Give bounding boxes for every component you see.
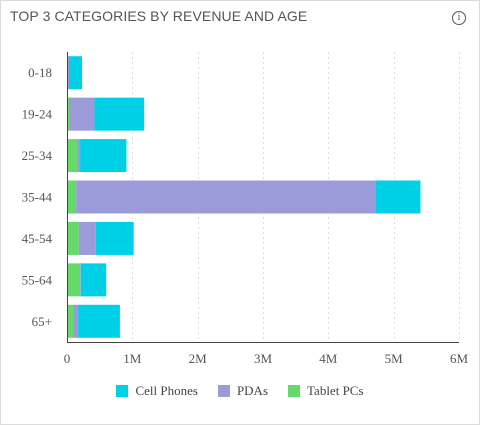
- y-tick-label: 0-18: [28, 65, 52, 80]
- bar-pdas[interactable]: [80, 263, 81, 297]
- legend-swatch-cell-phones: [116, 385, 129, 397]
- y-tick-label: 45-54: [22, 231, 53, 246]
- legend-item-cell-phones[interactable]: Cell Phones: [116, 383, 198, 399]
- bar-pdas[interactable]: [78, 221, 96, 255]
- legend-item-tablet-pcs[interactable]: Tablet PCs: [288, 383, 364, 399]
- y-tick-label: 35-44: [22, 190, 53, 205]
- x-tick-label: 2M: [189, 351, 208, 366]
- bar-cell-phones[interactable]: [80, 263, 107, 297]
- bar-tablet-pcs[interactable]: [67, 221, 79, 255]
- y-tick-label: 25-34: [22, 148, 53, 163]
- legend-swatch-pdas: [217, 385, 230, 397]
- bar-cell-phones[interactable]: [94, 97, 145, 131]
- legend-label-pdas: PDAs: [236, 383, 269, 398]
- info-icon[interactable]: i: [452, 11, 466, 25]
- y-tick-label: 55-64: [22, 272, 53, 287]
- chart-title: TOP 3 CATEGORIES BY REVENUE AND AGE: [10, 8, 308, 24]
- bar-pdas[interactable]: [76, 180, 376, 214]
- bar-tablet-pcs[interactable]: [67, 304, 74, 338]
- bar-pdas[interactable]: [77, 139, 81, 173]
- x-tick-label: 3M: [254, 351, 273, 366]
- bar-pdas[interactable]: [67, 56, 69, 90]
- y-tick-label: 19-24: [22, 107, 53, 122]
- legend-label-cell-phones: Cell Phones: [135, 383, 198, 398]
- chart-legend: Cell Phones PDAs Tablet PCs: [0, 383, 480, 399]
- legend-label-tablet-pcs: Tablet PCs: [307, 383, 364, 398]
- x-tick-label: 5M: [385, 351, 404, 366]
- x-tick-label: 6M: [450, 351, 469, 366]
- bar-pdas[interactable]: [68, 97, 95, 131]
- bar-pdas[interactable]: [73, 304, 79, 338]
- legend-item-pdas[interactable]: PDAs: [217, 383, 269, 399]
- legend-swatch-tablet-pcs: [288, 385, 301, 397]
- x-tick-label: 4M: [319, 351, 338, 366]
- bar-cell-phones[interactable]: [375, 180, 421, 214]
- y-tick-label: 65+: [32, 314, 52, 329]
- bar-cell-phones[interactable]: [80, 139, 127, 173]
- bar-tablet-pcs[interactable]: [67, 139, 78, 173]
- bar-cell-phones[interactable]: [68, 56, 83, 90]
- bar-cell-phones[interactable]: [78, 304, 120, 338]
- bar-tablet-pcs[interactable]: [67, 263, 81, 297]
- bar-cell-phones[interactable]: [95, 221, 134, 255]
- x-tick-label: 1M: [123, 351, 142, 366]
- x-tick-label: 0: [64, 351, 71, 366]
- bar-chart: 0-18 19-24 25-34 35-44 45-54 55-64 65+ 0 1M 2M 3M 4…: [22, 52, 469, 366]
- bar-tablet-pcs[interactable]: [67, 180, 77, 214]
